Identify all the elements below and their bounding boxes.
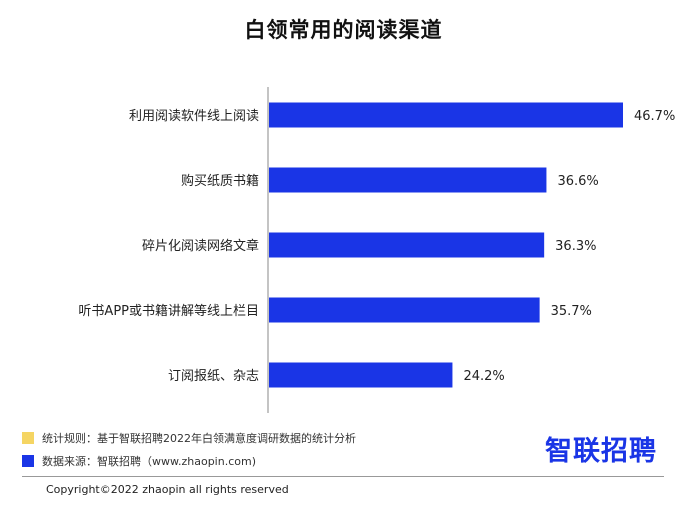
bar-4 (269, 362, 453, 388)
category-label-2: 碎片化阅读网络文章 (142, 238, 259, 254)
stats-rule-swatch (22, 432, 34, 444)
value-label-2: 36.3% (555, 239, 596, 254)
data-source-swatch (22, 455, 34, 467)
category-label-0: 利用阅读软件线上阅读 (129, 109, 259, 124)
bar-0 (269, 102, 623, 128)
category-label-4: 订阅报纸、杂志 (168, 369, 259, 384)
copyright-text: Copyright©2022 zhaopin all rights reserv… (46, 483, 289, 496)
value-label-0: 46.7% (634, 109, 675, 124)
category-label-1: 购买纸质书籍 (181, 173, 259, 189)
zhaopin-logo: 智联招聘 (545, 436, 657, 467)
data-source-note: 数据来源：智联招聘（www.zhaopin.com) (22, 453, 256, 469)
bar-1 (269, 167, 547, 193)
bar-2 (269, 232, 545, 258)
value-label-3: 35.7% (551, 304, 592, 319)
stats-rule-text: 统计规则：基于智联招聘2022年白领满意度调研数据的统计分析 (42, 432, 356, 445)
stats-rule-note: 统计规则：基于智联招聘2022年白领满意度调研数据的统计分析 (22, 430, 356, 446)
value-label-1: 36.6% (557, 174, 598, 189)
footer-divider (22, 476, 664, 477)
chart-title: 白领常用的阅读渠道 (244, 18, 443, 42)
value-label-4: 24.2% (463, 369, 504, 384)
bar-3 (269, 297, 540, 323)
category-label-3: 听书APP或书籍讲解等线上栏目 (78, 303, 259, 319)
data-source-text: 数据来源：智联招聘（www.zhaopin.com) (42, 455, 256, 468)
bar-chart: 利用阅读软件线上阅读 46.7% 购买纸质书籍 36.6% 碎片化阅读网络文章 36.3%… (78, 87, 675, 413)
